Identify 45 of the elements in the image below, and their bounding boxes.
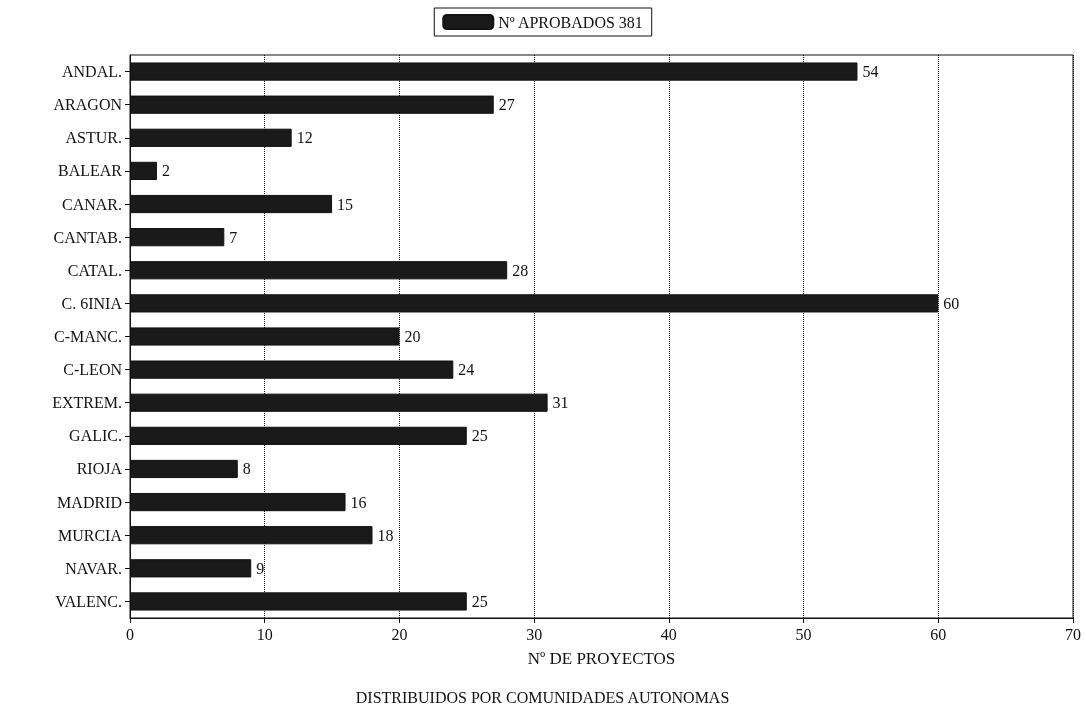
y-tick-label: C. 6INIA bbox=[61, 294, 123, 312]
x-tick-label: 30 bbox=[526, 625, 543, 643]
data-label: 24 bbox=[458, 361, 475, 379]
y-tick-label: NAVAR. bbox=[65, 559, 122, 577]
data-label: 16 bbox=[350, 493, 367, 511]
y-tick-label: RIOJA bbox=[76, 460, 123, 478]
data-label: 25 bbox=[471, 427, 488, 445]
y-tick-label: CANTAB. bbox=[53, 228, 122, 246]
x-axis-title: Nº DE PROYECTOS bbox=[527, 649, 676, 668]
x-tick-label: 70 bbox=[1065, 625, 1081, 643]
x-tick-label: 10 bbox=[256, 625, 273, 643]
x-tick-label: 20 bbox=[391, 625, 408, 643]
y-tick-label: C-LEON bbox=[63, 361, 123, 379]
data-label: 27 bbox=[498, 96, 515, 114]
y-tick-label: C-MANC. bbox=[53, 328, 122, 345]
text: DISTRIBUIDOS POR COMUNIDADES AUTONOMAS bbox=[355, 688, 730, 706]
data-label: 54 bbox=[862, 63, 879, 81]
data-label: 31 bbox=[552, 394, 569, 412]
y-tick-label: VALENC. bbox=[55, 592, 122, 610]
data-label: 12 bbox=[296, 129, 313, 147]
data-label: 8 bbox=[242, 460, 251, 478]
data-label: 28 bbox=[512, 261, 529, 279]
x-tick-label: 60 bbox=[930, 625, 947, 643]
data-label: 18 bbox=[377, 526, 394, 544]
data-label: 7 bbox=[229, 228, 238, 246]
data-label: 15 bbox=[337, 195, 354, 213]
data-label: 25 bbox=[471, 592, 488, 610]
data-label: 60 bbox=[943, 294, 960, 312]
x-tick-label: 50 bbox=[795, 625, 812, 643]
y-tick-label: CATAL. bbox=[67, 261, 122, 279]
data-label: 9 bbox=[256, 559, 265, 577]
y-tick-label: GALIC. bbox=[69, 427, 122, 445]
y-tick-label: ARAGON bbox=[53, 96, 123, 114]
y-tick-label: CANAR. bbox=[61, 195, 122, 213]
y-tick-label: MURCIA bbox=[57, 526, 123, 544]
y-tick-label: ANDAL. bbox=[62, 63, 122, 81]
y-tick-label: EXTREM. bbox=[52, 394, 122, 412]
y-tick-label: BALEAR bbox=[58, 162, 123, 180]
y-tick-label: MADRID bbox=[57, 493, 122, 511]
data-label: 2 bbox=[161, 162, 170, 180]
x-tick-label: 40 bbox=[660, 625, 677, 643]
data-label: 20 bbox=[404, 328, 421, 345]
legend-label: Nº APROBADOS 381 bbox=[498, 13, 643, 31]
y-tick-label: ASTUR. bbox=[65, 129, 122, 147]
x-tick-label: 0 bbox=[126, 625, 134, 643]
